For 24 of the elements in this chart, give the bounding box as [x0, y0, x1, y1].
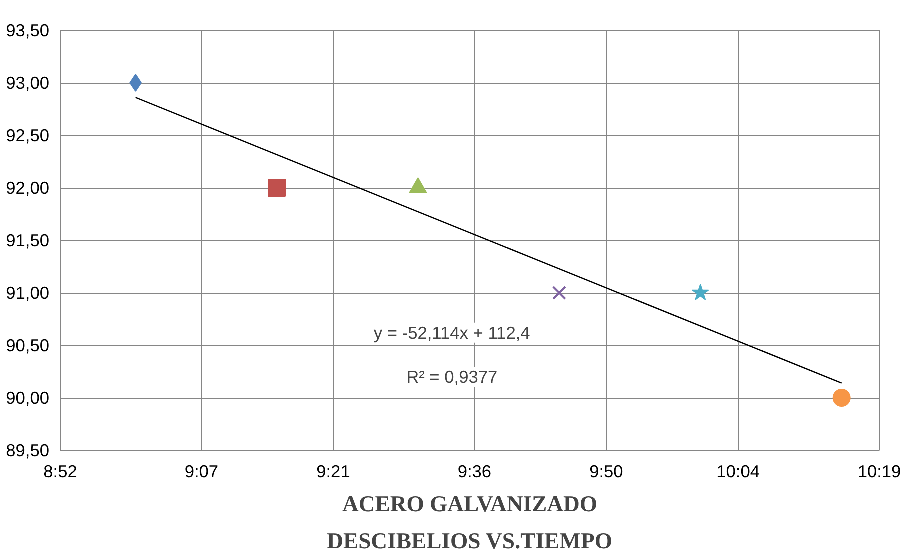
y-tick-label: 92,50: [6, 126, 50, 146]
point: [268, 179, 286, 197]
y-tick-label: 91,00: [6, 283, 50, 303]
x-tick-label: 9:50: [590, 462, 624, 482]
x-tick-label: 10:19: [858, 462, 902, 482]
point: [832, 389, 851, 407]
text: ACERO GALVANIZADO: [342, 492, 598, 516]
x-tick-label: 9:36: [458, 462, 492, 482]
y-tick-label: 92,00: [6, 178, 50, 198]
y-tick-label: 89,50: [6, 440, 50, 460]
y-tick-label: 90,50: [6, 336, 50, 356]
annotation: R² = 0,9377: [406, 367, 498, 387]
y-tick-label: 91,50: [6, 230, 50, 250]
annotation: y = -52,114x + 112,4: [374, 322, 531, 343]
x-tick-label: 10:04: [716, 462, 760, 482]
x-tick-label: 9:21: [316, 462, 350, 482]
x-tick-label: 8:52: [44, 462, 78, 482]
y-tick-label: 93,00: [6, 73, 50, 93]
y-tick-label: 90,00: [6, 388, 50, 408]
x-tick-label: 9:07: [184, 462, 219, 482]
y-tick-label: 93,50: [6, 20, 50, 40]
point: [552, 286, 566, 300]
point: [692, 284, 710, 300]
text: DESCIBELIOS VS.TIEMPO: [327, 528, 613, 554]
